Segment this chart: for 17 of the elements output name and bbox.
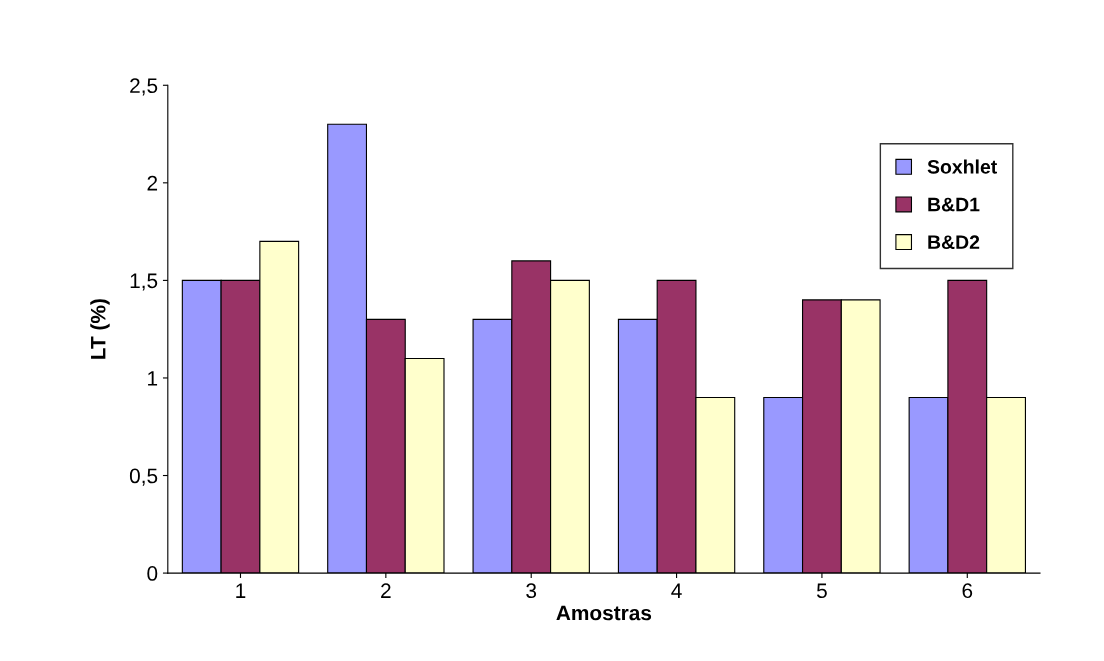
y-tick-label: 0 <box>147 566 158 581</box>
y-tick-label: 1,5 <box>130 273 158 291</box>
x-tick-label: 6 <box>962 583 973 599</box>
x-tick-label: 4 <box>671 583 682 598</box>
legend-label: Soxhlet <box>927 159 998 174</box>
y-tick-label: 2,5 <box>130 78 158 96</box>
x-tick-label: 3 <box>526 583 537 599</box>
x-tick-label: 1 <box>236 583 246 598</box>
y-tick-label: 1 <box>148 371 158 386</box>
x-axis-title: Amostras <box>556 605 652 621</box>
legend-label: B&D2 <box>928 235 980 250</box>
y-tick-label: 0,5 <box>129 468 158 486</box>
y-axis-title: LT (%) <box>90 299 110 359</box>
x-tick-label: 2 <box>381 583 391 598</box>
y-tick-label: 2 <box>147 175 158 191</box>
x-tick-label: 5 <box>816 583 827 599</box>
legend-label: B&D1 <box>928 197 980 212</box>
